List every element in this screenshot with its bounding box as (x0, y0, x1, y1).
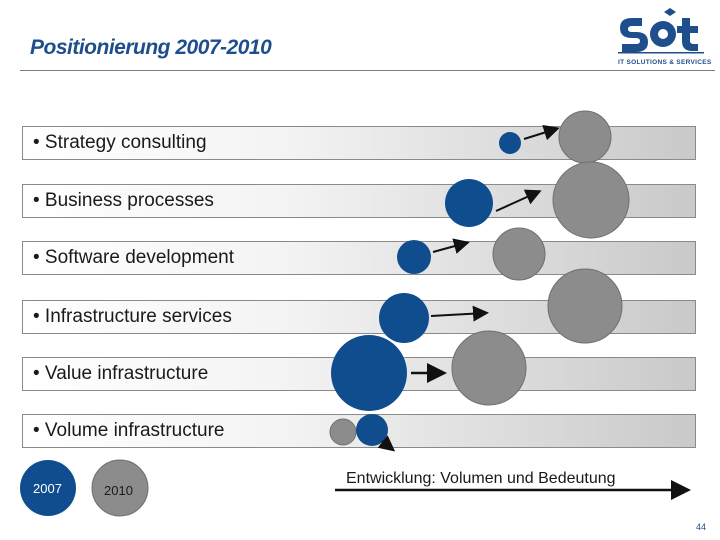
band-label: • Strategy consulting (33, 132, 207, 153)
bubble-2010-value-infrastructure (451, 330, 527, 406)
growth-arrow-software-development (432, 238, 470, 254)
bubble-2007-strategy-consulting (499, 132, 521, 154)
bubble-2007-software-development (397, 240, 431, 274)
bubble-2007-business-processes (445, 179, 493, 227)
growth-arrow-volume-infrastructure (377, 435, 396, 452)
bubble-2010-software-development (492, 227, 546, 281)
bubble-2010-strategy-consulting (558, 110, 612, 164)
bubble-2010-volume-infrastructure (329, 418, 357, 446)
title-divider (20, 70, 715, 71)
bubble-2010-infrastructure-services (547, 268, 623, 344)
growth-arrow-business-processes (495, 189, 542, 212)
band-label: • Business processes (33, 190, 214, 211)
bubble-2010-business-processes (552, 161, 630, 239)
growth-arrow-infrastructure-services (430, 305, 489, 322)
bubble-2007-value-infrastructure (331, 335, 407, 411)
bubble-2007-infrastructure-services (379, 293, 429, 343)
band-label: • Infrastructure services (33, 306, 232, 327)
page-number: 44 (695, 522, 706, 532)
band-volume-infrastructure: • Volume infrastructure (22, 414, 696, 448)
band-label: • Value infrastructure (33, 363, 209, 384)
legend-2007-label: 2007 (33, 481, 62, 496)
legend-2010-bubble (91, 459, 149, 517)
legend-2007-bubble (20, 460, 76, 516)
band-label: • Software development (33, 247, 234, 268)
growth-arrow-strategy-consulting (523, 124, 560, 141)
st-logo: IT SOLUTIONS & SERVICES (618, 8, 712, 66)
legend-2010-label: 2010 (104, 483, 133, 498)
development-axis-caption: Entwicklung: Volumen und Bedeutung (346, 470, 616, 487)
logo-tagline: IT SOLUTIONS & SERVICES (618, 59, 712, 66)
band-label: • Volume infrastructure (33, 420, 225, 441)
page-title: Positionierung 2007-2010 (30, 36, 272, 59)
